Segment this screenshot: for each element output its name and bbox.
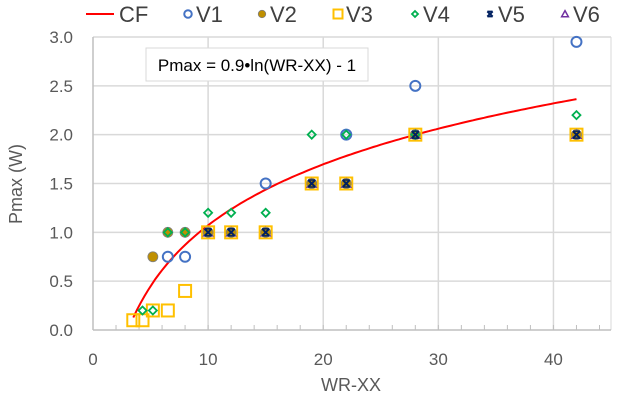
- x-tick-label: 40: [544, 350, 563, 369]
- point-v1: [179, 250, 192, 263]
- point-v1: [570, 35, 583, 48]
- point-v5: [203, 228, 213, 237]
- point-v4: [225, 207, 237, 219]
- point-v4: [202, 207, 214, 219]
- point-v5: [572, 130, 581, 139]
- legend-label: V6: [573, 2, 600, 27]
- point-v5: [307, 179, 316, 188]
- legend-label: V5: [498, 2, 525, 27]
- point-v5: [411, 130, 420, 139]
- legend-item-v6: V6: [560, 2, 600, 27]
- point-v4: [179, 227, 191, 238]
- x-stroke: [226, 228, 236, 237]
- x-stroke: [261, 228, 270, 237]
- point-v3: [178, 283, 193, 298]
- axes: [92, 37, 611, 331]
- legend-marker-v2: [257, 9, 267, 19]
- point-v1: [259, 177, 272, 190]
- x-tick-label: 20: [314, 350, 333, 369]
- y-tick-label: 2.0: [49, 126, 73, 145]
- point-v3: [160, 303, 175, 318]
- legend-item-cf: CF: [86, 2, 148, 27]
- x-stroke: [411, 130, 420, 139]
- legend-item-v5: V5: [486, 2, 525, 27]
- equation-box: [145, 47, 369, 82]
- legend-label: CF: [119, 2, 148, 27]
- grid-lines: [93, 36, 612, 330]
- point-v2: [147, 251, 159, 263]
- legend-label: V1: [196, 2, 223, 27]
- legend-label: V4: [423, 2, 450, 27]
- x-tick-label: 30: [429, 350, 448, 369]
- point-v4: [162, 227, 174, 238]
- x-tick-label: 10: [199, 350, 218, 369]
- point-v4: [306, 129, 317, 140]
- legend-item-v1: V1: [183, 2, 223, 27]
- y-axis-label: Pmax (W): [6, 144, 26, 224]
- y-tick-label: 2.5: [49, 77, 73, 96]
- point-v3: [126, 313, 141, 328]
- y-tick-label: 1.0: [49, 223, 73, 242]
- y-tick-label: 3.0: [49, 28, 73, 47]
- point-v4: [147, 305, 159, 316]
- legend-marker-v5: [486, 10, 494, 18]
- data-points: [126, 35, 584, 328]
- legend-item-v3: V3: [332, 2, 373, 27]
- x-stroke: [307, 179, 316, 188]
- x-stroke: [572, 130, 581, 139]
- x-tick-labels: 0 10 20 30 40: [88, 350, 563, 369]
- point-v5: [342, 179, 351, 188]
- point-v4: [340, 129, 352, 140]
- legend-marker-v3: [332, 8, 344, 20]
- legend-marker-v4: [410, 9, 420, 19]
- legend-marker-v6: [560, 9, 570, 18]
- y-tick-label: 0.0: [49, 321, 73, 340]
- legend-item-v4: V4: [410, 2, 450, 27]
- legend-marker-v1: [183, 9, 193, 19]
- fit-curve-cf: [132, 98, 577, 318]
- point-v4: [571, 109, 582, 121]
- point-v1: [161, 250, 174, 263]
- x-tick-label: 0: [88, 350, 97, 369]
- legend-label: V2: [270, 2, 297, 27]
- y-tick-label: 1.5: [49, 175, 73, 194]
- point-v1: [409, 79, 422, 92]
- series-v4: [137, 109, 582, 316]
- equation-annotation: Pmax = 0.9•ln(WR-XX) - 1: [145, 47, 369, 82]
- y-tick-label: 0.5: [49, 272, 73, 291]
- equation-text: Pmax = 0.9•ln(WR-XX) - 1: [158, 56, 356, 75]
- point-v4: [137, 305, 148, 316]
- x-axis-label: WR-XX: [321, 375, 381, 395]
- legend-label: V3: [346, 2, 373, 27]
- point-v4: [260, 207, 271, 219]
- cf-curve-line: [132, 98, 577, 318]
- series-v3: [126, 127, 584, 328]
- legend: CF V1 V2 V3 V4 V5 V6: [86, 2, 600, 27]
- legend-item-v2: V2: [257, 2, 297, 27]
- x-stroke: [486, 10, 494, 18]
- series-v5: [203, 130, 581, 237]
- x-stroke: [342, 179, 351, 188]
- point-v5: [226, 228, 236, 237]
- y-tick-labels: 0.0 0.5 1.0 1.5 2.0 2.5 3.0: [49, 28, 73, 340]
- point-v5: [261, 228, 270, 237]
- x-stroke: [203, 228, 213, 237]
